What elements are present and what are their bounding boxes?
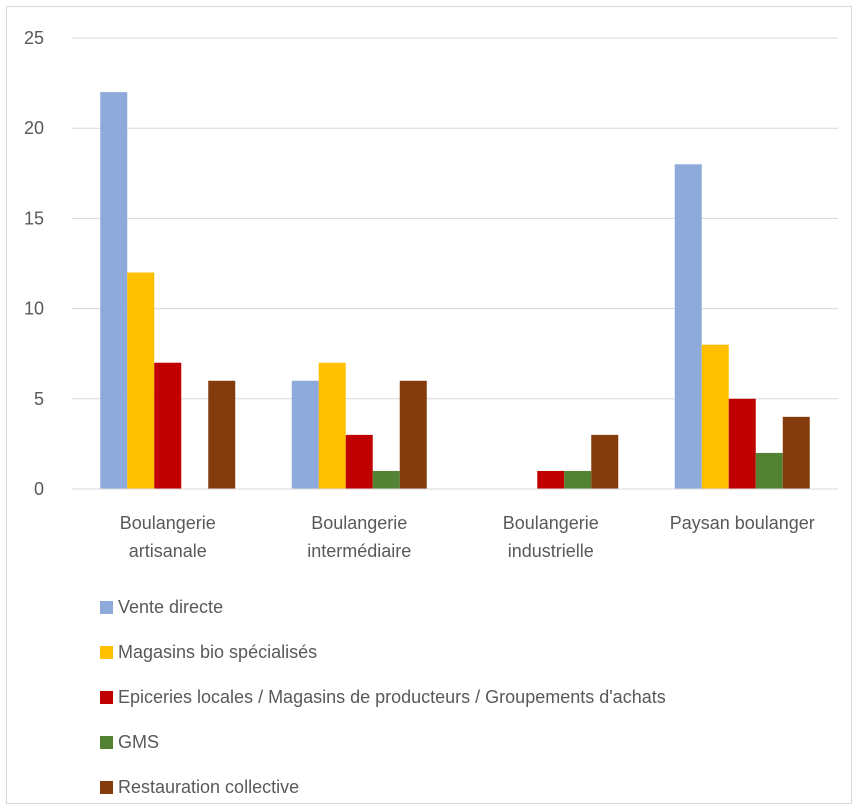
x-category-label: Boulangerie artisanale [120,513,216,561]
bar [755,452,783,489]
y-tick-label: 10 [24,299,44,319]
x-category-label: Boulangerie industrielle [503,513,599,561]
legend-item: Magasins bio spécialisés [100,630,840,675]
y-tick-label: 5 [34,389,44,409]
legend-swatch [100,601,113,614]
legend-item: Restauration collective [100,765,840,810]
legend-swatch [100,646,113,659]
bar [291,380,319,489]
x-category-label: Boulangerie intermédiaire [307,513,411,561]
bar [564,470,592,489]
bar [399,380,427,489]
legend-item: Vente directe [100,585,840,630]
legend: Vente directe Magasins bio spécialisés E… [100,585,840,810]
legend-label: Magasins bio spécialisés [118,642,318,662]
bar [701,344,729,489]
y-tick-label: 0 [34,479,44,499]
x-category-label: Paysan boulanger [670,513,815,533]
y-tick-label: 15 [24,208,44,228]
legend-label: GMS [118,732,160,752]
y-tick-label: 20 [24,118,44,138]
legend-item: Epiceries locales / Magasins de producte… [100,675,840,720]
bar [728,398,756,489]
bar [318,362,346,489]
legend-swatch [100,691,113,704]
bar [345,434,373,489]
legend-swatch [100,736,113,749]
bar [537,470,565,489]
bar [591,434,619,489]
bar [100,92,128,490]
bar [154,362,182,489]
legend-label: Epiceries locales / Magasins de producte… [118,687,666,707]
legend-item: GMS [100,720,840,765]
legend-swatch [100,781,113,794]
legend-label: Restauration collective [118,777,300,797]
bar [782,416,810,489]
bar [208,380,236,489]
y-tick-label: 25 [24,28,44,48]
bar [372,470,400,489]
legend-label: Vente directe [118,597,224,617]
bar [127,272,155,489]
bar [674,164,702,489]
